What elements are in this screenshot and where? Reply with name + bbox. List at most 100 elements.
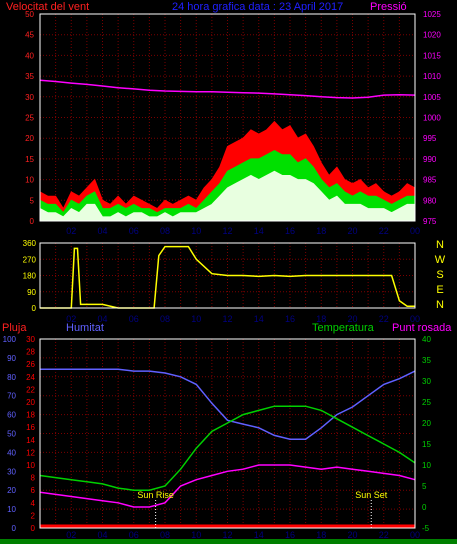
pressure-tick-label: 1005 (423, 93, 441, 102)
humidity-tick-label: 70 (7, 392, 16, 401)
temperature-tick-label: 15 (422, 440, 431, 449)
direction-series (40, 245, 415, 309)
direction-tick-label: 90 (27, 288, 36, 297)
date-title: 24 hora grafica data : 23 April 2017 (172, 1, 343, 13)
direction-tick-label: 360 (23, 239, 37, 248)
climate-panel: Pluja Humitat Temperatura Punt rosada 0 1… (2, 322, 452, 533)
rain-tick-label: 22 (26, 385, 35, 394)
pressure-tick-label: 1010 (423, 72, 441, 81)
direction-tick-label: 180 (23, 272, 37, 281)
pressure-title: Pressió (370, 1, 407, 13)
hour-label: 06 (129, 314, 139, 324)
rain-title: Pluja (2, 322, 27, 334)
humidity-tick-label: 20 (7, 486, 16, 495)
wind-tick-label: 45 (25, 31, 34, 40)
climate-frame (39, 338, 416, 529)
hour-label: 10 (191, 226, 201, 236)
pressure-tick-label: 1020 (423, 31, 441, 40)
humidity-tick-label: 100 (3, 335, 17, 344)
hour-label: 18 (316, 226, 326, 236)
hour-label: 12 (222, 530, 232, 540)
temperature-tick-label: 35 (422, 356, 431, 365)
temperature-line (39, 405, 416, 491)
hour-label: 12 (222, 226, 232, 236)
temperature-tick-label: 0 (422, 503, 427, 512)
pressure-tick-label: 985 (423, 176, 437, 185)
rain-tick-label: 12 (26, 448, 35, 457)
hour-labels-direction: 02 04 06 08 10 12 14 16 18 20 22 00 (66, 314, 420, 324)
hour-label: 18 (316, 314, 326, 324)
hour-label: 10 (191, 314, 201, 324)
wind-tick-label: 5 (30, 196, 35, 205)
humidity-tick-label: 10 (7, 505, 16, 514)
wind-speed-axis: 0 5 10 15 20 25 30 35 40 45 50 (25, 10, 34, 226)
humidity-title: Humitat (66, 322, 104, 334)
temperature-axis: -5 0 5 10 15 20 25 30 35 40 (422, 335, 431, 533)
hour-label: 04 (97, 314, 107, 324)
hour-label: 04 (97, 226, 107, 236)
pressure-tick-label: 975 (423, 217, 437, 226)
humidity-tick-label: 30 (7, 467, 16, 476)
rain-tick-label: 10 (26, 461, 35, 470)
hour-label: 04 (97, 530, 107, 540)
temperature-tick-label: 20 (422, 419, 431, 428)
hour-label: 02 (66, 226, 76, 236)
hour-label: 08 (160, 530, 170, 540)
wind-title: Velocitat del vent (6, 1, 89, 13)
direction-axis: 0 90 180 270 360 (23, 239, 37, 313)
pressure-axis: 975 980 985 990 995 1000 1005 1010 1015 1020 1025 (423, 10, 441, 226)
footer-bar (0, 539, 457, 544)
hour-label: 18 (316, 530, 326, 540)
wind-frame (39, 13, 416, 222)
hour-label: 16 (285, 226, 295, 236)
rain-tick-label: 24 (26, 373, 35, 382)
hour-label: 14 (254, 314, 264, 324)
wind-tick-label: 35 (25, 72, 34, 81)
compass-letter: N (436, 239, 444, 251)
compass-letter: W (435, 254, 446, 266)
rain-tick-label: 16 (26, 423, 35, 432)
temperature-tick-label: 10 (422, 461, 431, 470)
temperature-tick-label: 5 (422, 482, 427, 491)
pressure-tick-label: 980 (423, 196, 437, 205)
humidity-axis: 0 10 20 30 40 50 60 70 80 90 100 (3, 335, 17, 533)
humidity-tick-label: 80 (7, 373, 16, 382)
hour-label: 00 (410, 226, 420, 236)
temperature-tick-label: 30 (422, 377, 431, 386)
hour-label: 20 (347, 226, 357, 236)
wind-tick-label: 0 (30, 217, 35, 226)
dewpoint-title: Punt rosada (392, 322, 452, 334)
sunset-label: Sun Set (355, 490, 388, 500)
hour-label: 02 (66, 530, 76, 540)
pressure-tick-label: 1000 (423, 114, 441, 123)
hour-label: 08 (160, 226, 170, 236)
compass-letter: S (436, 269, 443, 281)
hour-label: 22 (379, 530, 389, 540)
rain-tick-label: 8 (31, 474, 36, 483)
hour-label: 02 (66, 314, 76, 324)
rain-tick-label: 18 (26, 411, 35, 420)
rain-tick-label: 14 (26, 436, 35, 445)
direction-tick-label: 270 (23, 255, 37, 264)
rain-tick-label: 30 (26, 335, 35, 344)
wind-tick-label: 20 (25, 134, 34, 143)
pressure-tick-label: 1025 (423, 10, 441, 19)
rain-tick-label: 28 (26, 348, 35, 357)
hour-label: 14 (254, 530, 264, 540)
temperature-tick-label: 25 (422, 398, 431, 407)
hour-label: 20 (347, 530, 357, 540)
rain-tick-label: 6 (31, 486, 36, 495)
compass-letter: N (436, 299, 444, 311)
hour-label: 08 (160, 314, 170, 324)
humidity-tick-label: 40 (7, 448, 16, 457)
hour-label: 06 (129, 226, 139, 236)
temperature-title: Temperatura (312, 322, 375, 334)
sun-markers: Sun Rise Sun Set (137, 490, 388, 528)
rain-tick-label: 4 (31, 499, 36, 508)
climate-series (39, 368, 416, 528)
wind-tick-label: 10 (25, 176, 34, 185)
